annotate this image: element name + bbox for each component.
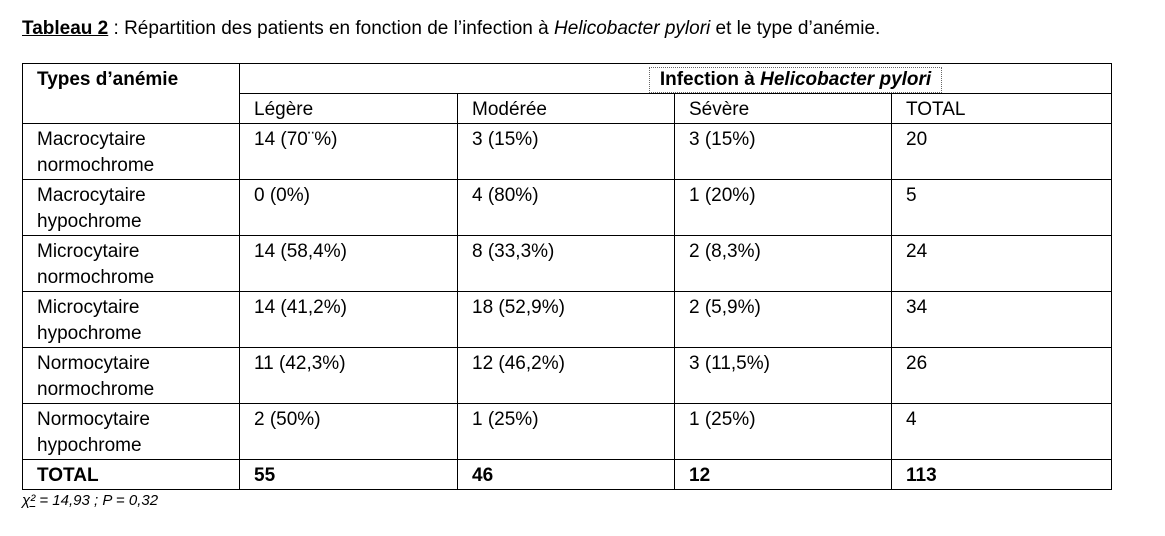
- cell-severe: 2 (5,9%): [674, 291, 892, 348]
- table-row: Microcytaire normochrome 14 (58,4%) 8 (3…: [22, 235, 1113, 292]
- statistics-text: = 14,93 ; P = 0,32: [35, 492, 159, 509]
- cell-total: 20: [890, 123, 1113, 180]
- header-row: Types d’anémie Infection à Helicobacter …: [22, 63, 1113, 124]
- cell-moderee: 8 (33,3%): [457, 235, 675, 292]
- total-moderee: 46: [457, 459, 675, 490]
- cell-legere: 11 (42,3%): [239, 347, 458, 404]
- group-header-infection: Infection à Helicobacter pylori: [238, 63, 1113, 94]
- cell-moderee: 18 (52,9%): [457, 291, 675, 348]
- row-type-label: Microcytaire hypochrome: [22, 291, 240, 348]
- severity-header-row: Légère Modérée Sévère TOTAL: [23, 93, 1113, 124]
- cell-legere: 14 (58,4%): [239, 235, 458, 292]
- table-row: Macrocytaire hypochrome 0 (0%) 4 (80%) 1…: [22, 179, 1113, 236]
- infection-species: Helicobacter pylori: [760, 69, 932, 90]
- row-type-label: Normocytaire hypochrome: [22, 403, 240, 460]
- col-header-moderee: Modérée: [457, 93, 675, 124]
- cell-legere: 14 (41,2%): [239, 291, 458, 348]
- table-row: Normocytaire hypochrome 2 (50%) 1 (25%) …: [22, 403, 1113, 460]
- col-header-legere: Légère: [239, 93, 458, 124]
- cell-moderee: 4 (80%): [457, 179, 675, 236]
- row-type-label: Microcytaire normochrome: [22, 235, 240, 292]
- table-row: Microcytaire hypochrome 14 (41,2%) 18 (5…: [22, 291, 1113, 348]
- col-header-total: TOTAL: [890, 93, 1113, 124]
- caption-text-after: et le type d’anémie.: [710, 18, 881, 39]
- cell-legere: 0 (0%): [239, 179, 458, 236]
- table-row: Normocytaire normochrome 11 (42,3%) 12 (…: [22, 347, 1113, 404]
- cell-moderee: 1 (25%): [457, 403, 675, 460]
- total-legere: 55: [239, 459, 458, 490]
- cell-total: 34: [890, 291, 1113, 348]
- cell-severe: 1 (25%): [674, 403, 892, 460]
- row-type-label: Macrocytaire normochrome: [22, 123, 240, 180]
- cell-severe: 3 (15%): [674, 123, 892, 180]
- cell-total: 26: [890, 347, 1113, 404]
- total-severe: 12: [674, 459, 892, 490]
- total-row: TOTAL 55 46 12 113: [22, 459, 1113, 490]
- cell-moderee: 3 (15%): [457, 123, 675, 180]
- infection-prefix: Infection à: [659, 69, 761, 90]
- cell-severe: 2 (8,3%): [674, 235, 892, 292]
- col-header-severe: Sévère: [674, 93, 892, 124]
- row-header-types: Types d’anémie: [22, 63, 240, 124]
- caption-text-before: : Répartition des patients en fonction d…: [108, 18, 554, 39]
- total-overall: 113: [890, 459, 1113, 490]
- row-type-label: Macrocytaire hypochrome: [22, 179, 240, 236]
- cell-total: 24: [890, 235, 1113, 292]
- total-label: TOTAL: [22, 459, 240, 490]
- anemia-infection-table: Types d’anémie Infection à Helicobacter …: [22, 63, 1113, 490]
- cell-severe: 3 (11,5%): [674, 347, 892, 404]
- table-row: Macrocytaire normochrome 14 (70¨%) 3 (15…: [22, 123, 1113, 180]
- cell-legere: 2 (50%): [239, 403, 458, 460]
- row-type-label: Normocytaire normochrome: [22, 347, 240, 404]
- statistics-footnote: χ² = 14,93 ; P = 0,32: [22, 492, 158, 509]
- cell-severe: 1 (20%): [674, 179, 892, 236]
- cell-moderee: 12 (46,2%): [457, 347, 675, 404]
- caption-label: Tableau 2: [22, 18, 109, 39]
- table-caption: Tableau 2 : Répartition des patients en …: [22, 17, 880, 41]
- infection-header-box: Infection à Helicobacter pylori: [648, 67, 943, 93]
- cell-legere: 14 (70¨%): [239, 123, 458, 180]
- cell-total: 5: [890, 179, 1113, 236]
- caption-species: Helicobacter pylori: [553, 18, 711, 39]
- chi-square-symbol: χ²: [22, 492, 36, 509]
- cell-total: 4: [890, 403, 1113, 460]
